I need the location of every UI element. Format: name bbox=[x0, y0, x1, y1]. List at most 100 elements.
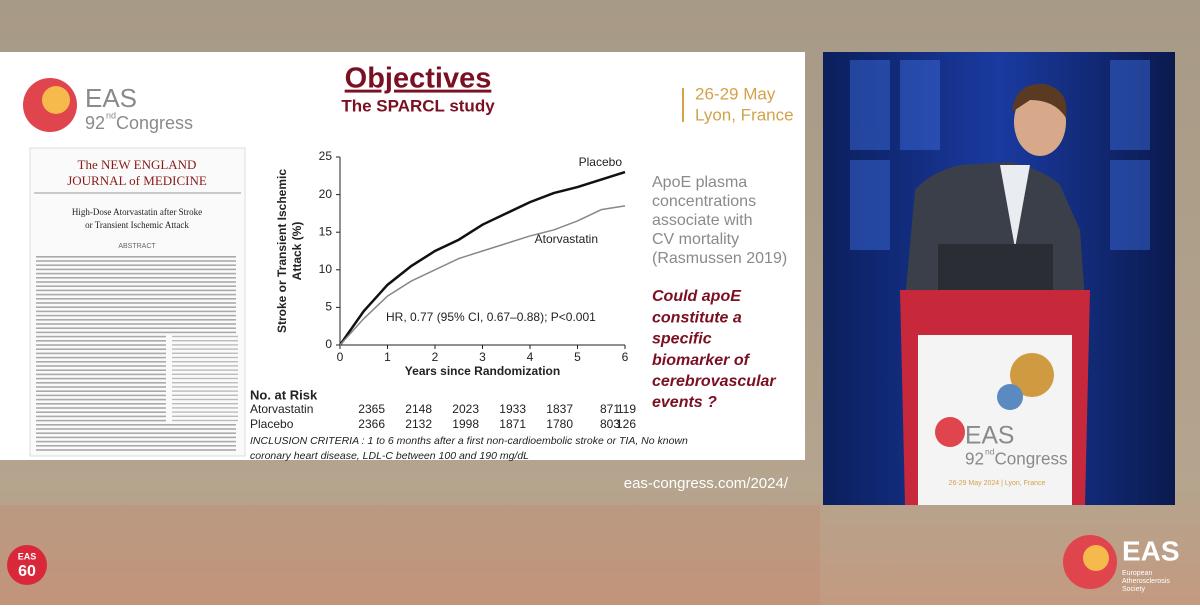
text-line bbox=[172, 361, 238, 363]
slide-subtitle: The SPARCL study bbox=[341, 96, 495, 115]
text-line bbox=[36, 373, 166, 376]
text-line bbox=[36, 424, 236, 426]
text-line bbox=[36, 310, 236, 313]
text-line bbox=[172, 352, 238, 354]
text-line bbox=[172, 344, 238, 346]
at-risk-value: 2366 bbox=[358, 417, 385, 431]
y-tick-label: 10 bbox=[319, 262, 333, 276]
place: Lyon, France bbox=[695, 105, 794, 124]
text-line bbox=[172, 382, 238, 384]
y-axis-label: Stroke or Transient Ischemic bbox=[275, 169, 289, 333]
text-line bbox=[172, 365, 238, 367]
journal-page bbox=[29, 147, 246, 457]
text-line bbox=[36, 272, 236, 275]
text-line bbox=[36, 323, 236, 325]
text-line bbox=[36, 390, 166, 392]
text-line bbox=[36, 340, 166, 342]
text-line bbox=[36, 306, 236, 308]
text-line bbox=[36, 314, 236, 317]
finding-line: ApoE plasma bbox=[652, 174, 747, 191]
text-line bbox=[36, 264, 236, 266]
text-line bbox=[36, 445, 236, 447]
text-line bbox=[36, 411, 166, 413]
dates: 26-29 May bbox=[695, 84, 776, 103]
text-line bbox=[172, 377, 238, 380]
text-line bbox=[36, 268, 236, 271]
x-tick-label: 5 bbox=[574, 350, 581, 364]
annotation: HR, 0.77 (95% CI, 0.67–0.88); P<0.001 bbox=[386, 310, 596, 324]
text-line bbox=[36, 403, 166, 405]
at-risk-value: 126 bbox=[616, 417, 636, 431]
text-line bbox=[36, 356, 166, 359]
text-line bbox=[36, 365, 166, 367]
y-tick-label: 20 bbox=[319, 187, 333, 201]
text-line bbox=[36, 344, 166, 346]
text-line bbox=[172, 407, 238, 409]
text-line bbox=[36, 449, 236, 451]
finding-line: concentrations bbox=[652, 193, 756, 210]
text-line bbox=[36, 428, 236, 430]
logo-name: EAS bbox=[85, 83, 137, 113]
shirt bbox=[1000, 165, 1030, 248]
text-line bbox=[172, 403, 238, 405]
skyline-band bbox=[0, 505, 820, 605]
podium-logo bbox=[935, 417, 965, 447]
article-title: High-Dose Atorvastatin after Stroke bbox=[72, 207, 202, 217]
chart: 0 5 10 15 20 25 0 1 2 3 4 5 6 Years since Randomizati… bbox=[250, 149, 688, 462]
podium-photo bbox=[997, 384, 1023, 410]
text-line bbox=[172, 394, 238, 396]
url: eas-congress.com/2024/ bbox=[624, 475, 789, 492]
question-line: cerebrovascular bbox=[652, 373, 776, 390]
journal-text: High-Dose Atorvastatin after Stroke or Tr… bbox=[36, 207, 238, 451]
text-line bbox=[172, 356, 238, 359]
logo-word: Congress bbox=[994, 449, 1067, 468]
logo-suffix: nd bbox=[985, 446, 995, 456]
at-risk-value: 871 bbox=[600, 402, 620, 416]
question-line: events ? bbox=[652, 394, 717, 411]
series-line bbox=[338, 170, 626, 346]
finding-line: CV mortality bbox=[652, 231, 739, 248]
x-tick-label: 3 bbox=[479, 350, 486, 364]
text-line bbox=[36, 289, 236, 292]
logo-mark bbox=[42, 86, 70, 114]
finding-line: (Rasmussen 2019) bbox=[652, 250, 787, 267]
finding-line: associate with bbox=[652, 212, 753, 229]
text-line bbox=[36, 319, 236, 321]
at-risk-row-name: Placebo bbox=[250, 417, 294, 431]
text-line bbox=[36, 293, 236, 296]
text-line bbox=[172, 335, 238, 338]
text-line bbox=[36, 277, 236, 279]
question-line: biomarker of bbox=[652, 352, 751, 369]
question-line: Could apoE bbox=[652, 288, 742, 305]
slide-title: Objectives bbox=[345, 63, 492, 95]
y-tick-label: 25 bbox=[319, 149, 333, 163]
text-line bbox=[172, 369, 238, 371]
laptop bbox=[938, 244, 1053, 294]
x-tick-label: 2 bbox=[432, 350, 439, 364]
question-line: constitute a bbox=[652, 309, 742, 326]
series-label: Placebo bbox=[579, 155, 623, 169]
text-line bbox=[172, 390, 238, 392]
logo-name: EAS bbox=[965, 423, 1014, 450]
badge-name: EAS bbox=[18, 551, 37, 561]
journal-masthead: The NEW ENGLAND bbox=[78, 157, 197, 172]
y-axis-label: Attack (%) bbox=[290, 222, 304, 281]
series-label: Atorvastatin bbox=[535, 232, 598, 246]
text-line bbox=[36, 302, 236, 304]
text-line bbox=[36, 382, 166, 384]
text-line bbox=[36, 419, 166, 422]
inclusion-line: coronary heart disease, LDL-C between 10… bbox=[250, 450, 529, 462]
brand-line: Society bbox=[1122, 586, 1145, 593]
text-line bbox=[36, 285, 236, 287]
badge-number: 60 bbox=[18, 563, 36, 580]
logo-number: 92 bbox=[85, 113, 105, 133]
hair bbox=[1012, 83, 1067, 118]
text-line bbox=[172, 411, 238, 413]
x-tick-label: 1 bbox=[384, 350, 391, 364]
x-tick-label: 4 bbox=[527, 350, 534, 364]
at-risk-value: 1837 bbox=[546, 402, 573, 416]
brand-mark bbox=[1083, 545, 1109, 571]
text-line bbox=[36, 281, 236, 283]
